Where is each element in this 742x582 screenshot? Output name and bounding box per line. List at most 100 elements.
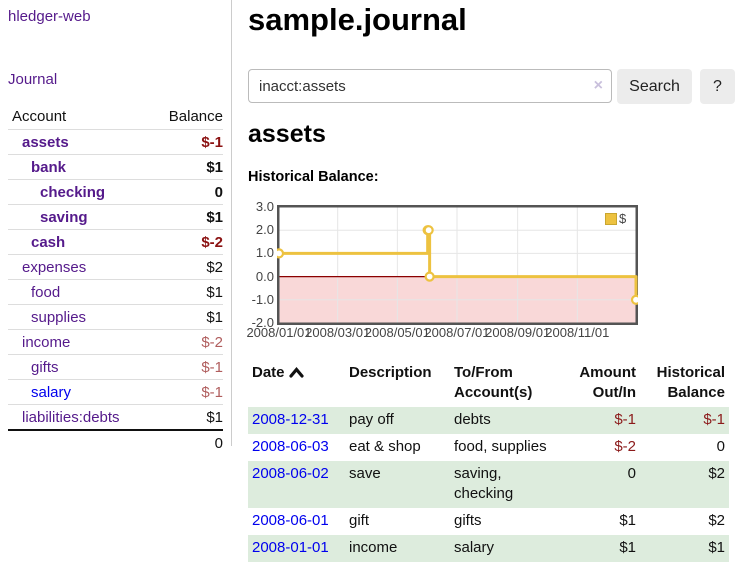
balance-cell: 0 <box>716 438 725 455</box>
search-form: × Search ? <box>248 69 742 104</box>
account-balance: $-1 <box>201 134 223 151</box>
account-link-expenses[interactable]: expenses <box>22 259 87 276</box>
account-balance: $1 <box>206 209 223 226</box>
account-link-checking[interactable]: checking <box>40 184 106 201</box>
amount-column-header: Amount Out/In <box>579 364 636 401</box>
balance-chart-plot <box>277 205 638 325</box>
account-link-liabilities-debts[interactable]: liabilities:debts <box>22 409 120 426</box>
y-axis-tick-label: 0.0 <box>255 268 274 284</box>
account-row: food $1 <box>8 279 223 304</box>
y-axis-tick-label: -2.0 <box>251 315 274 330</box>
balance-cell: $2 <box>640 461 729 508</box>
account-link-saving[interactable]: saving <box>40 209 88 226</box>
x-axis-tick-label: 2008/09/01 <box>485 325 551 340</box>
amount-cell: $1 <box>619 512 636 529</box>
date-cell: 2008-06-03 <box>248 434 345 461</box>
account-balance: $1 <box>206 159 223 176</box>
x-axis-tick-label: 2008/07/01 <box>424 325 490 340</box>
balance-cell: $2 <box>708 512 725 529</box>
historical-balance-chart: $ 3.0 2.0 1.0 0.0 -1.0 -2.0 2008/01/01 2008/03/… <box>246 199 742 351</box>
transaction-date-link[interactable]: 2008-06-03 <box>252 438 329 455</box>
account-row: salary $-1 <box>8 379 223 404</box>
accounts-table: Account Balance assets $-1 bank $1 checking 0… <box>8 104 223 454</box>
accounts-cell: salary <box>450 535 562 562</box>
transaction-date-link[interactable]: 2008-01-01 <box>252 539 329 556</box>
date-cell: 2008-06-01 <box>248 508 345 535</box>
account-balance: $1 <box>206 284 223 301</box>
account-link-assets[interactable]: assets <box>22 134 69 151</box>
description-cell: gift <box>349 512 370 529</box>
main-content: sample.journal × Search ? assets Histori… <box>246 0 742 582</box>
account-link-supplies[interactable]: supplies <box>31 309 87 326</box>
clear-search-icon[interactable]: × <box>593 77 603 94</box>
accounts-table-header: Account Balance <box>8 104 223 129</box>
balance-column-header-main: Historical Balance <box>656 364 725 401</box>
register-row: 2008-06-02 save saving, checking 0 $2 <box>248 461 729 508</box>
description-cell: income <box>345 535 450 562</box>
accounts-total-row: 0 <box>8 429 223 454</box>
accounts-column-header-main: To/From Account(s) <box>454 364 533 401</box>
register-row: 2008-12-31 pay off debts $-1 $-1 <box>248 407 729 434</box>
sort-ascending-icon <box>288 367 304 378</box>
help-button[interactable]: ? <box>700 69 735 104</box>
description-cell: eat & shop <box>349 438 421 455</box>
description-cell: save <box>345 461 450 508</box>
transaction-date-link[interactable]: 2008-06-02 <box>252 465 329 482</box>
description-column-header: Description <box>349 364 432 381</box>
search-box: × <box>248 69 612 103</box>
date-cell: 2008-01-01 <box>248 535 345 562</box>
account-link-income[interactable]: income <box>22 334 71 351</box>
x-axis-tick-label: 2008/01/01 <box>246 325 312 340</box>
legend-swatch-icon <box>605 212 617 225</box>
x-axis-tick-label: 2008/03/01 <box>305 325 371 340</box>
transaction-date-link[interactable]: 2008-06-01 <box>252 512 329 529</box>
y-axis-tick-label: 2.0 <box>255 222 274 238</box>
date-column-header[interactable]: Date <box>248 360 345 407</box>
account-balance: $-2 <box>201 334 223 351</box>
chart-legend: $ <box>603 210 629 227</box>
page-title: sample.journal <box>248 2 467 37</box>
account-balance: $2 <box>206 259 223 276</box>
register-row: 2008-01-01 income salary $1 $1 <box>248 535 729 562</box>
search-button[interactable]: Search <box>617 69 692 104</box>
register-row: 2008-06-03 eat & shop food, supplies $-2 0 <box>248 434 729 461</box>
account-link-bank[interactable]: bank <box>31 159 67 176</box>
date-cell: 2008-06-02 <box>248 461 345 508</box>
register-row: 2008-06-01 gift gifts $1 $2 <box>248 508 729 535</box>
amount-cell: $1 <box>562 535 640 562</box>
account-row: checking 0 <box>8 179 223 204</box>
y-axis-tick-label: 1.0 <box>255 245 274 261</box>
account-link-gifts[interactable]: gifts <box>31 359 59 376</box>
balance-column-header: Balance <box>168 108 223 125</box>
app-brand-link[interactable]: hledger-web <box>8 8 91 25</box>
date-cell: 2008-12-31 <box>248 407 345 434</box>
legend-label: $ <box>619 211 627 226</box>
transaction-date-link[interactable]: 2008-12-31 <box>252 411 329 428</box>
account-row: liabilities:debts $1 <box>8 404 223 429</box>
amount-cell: $-2 <box>614 438 636 455</box>
account-balance: $-1 <box>201 359 223 376</box>
account-row: income $-2 <box>8 329 223 354</box>
register-header-row: Date Description To/From Account(s) Amou… <box>248 360 729 407</box>
account-heading: assets <box>248 120 326 148</box>
accounts-total-value: 0 <box>214 435 223 452</box>
account-row: supplies $1 <box>8 304 223 329</box>
y-axis-tick-label: 3.0 <box>255 199 274 214</box>
account-row: cash $-2 <box>8 229 223 254</box>
account-row: assets $-1 <box>8 129 223 154</box>
account-row: saving $1 <box>8 204 223 229</box>
account-balance: 0 <box>214 184 223 201</box>
y-axis-tick-label: -1.0 <box>251 291 274 307</box>
x-axis-tick-label: 2008/05/01 <box>364 325 430 340</box>
account-balance: $1 <box>206 309 223 326</box>
account-link-food[interactable]: food <box>31 284 61 301</box>
sidebar-item-journal[interactable]: Journal <box>8 71 58 88</box>
account-link-salary[interactable]: salary <box>31 384 72 401</box>
account-row: gifts $-1 <box>8 354 223 379</box>
sidebar: hledger-web Journal Account Balance asse… <box>0 0 232 452</box>
amount-cell: 0 <box>562 461 640 508</box>
search-input[interactable] <box>248 69 612 103</box>
accounts-cell: saving, checking <box>450 461 562 508</box>
accounts-cell: gifts <box>454 512 482 529</box>
account-link-cash[interactable]: cash <box>31 234 66 251</box>
